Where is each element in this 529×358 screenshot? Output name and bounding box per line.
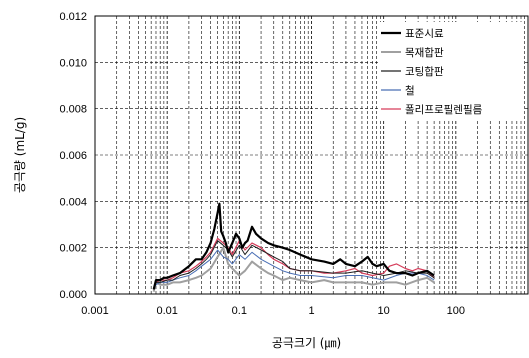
legend-label-3: 철 xyxy=(405,85,415,97)
series-line-0 xyxy=(152,202,435,290)
x-tick-label: 100 xyxy=(447,305,465,317)
legend-background xyxy=(378,22,524,119)
y-tick-label: 0.008 xyxy=(59,104,87,116)
y-axis-title: 공극량 (mL/g) xyxy=(13,117,27,193)
x-tick-label: 1 xyxy=(308,305,314,317)
legend-label-4: 폴리프로필렌필름 xyxy=(405,104,483,116)
legend-label-0: 표준시료 xyxy=(405,28,444,40)
legend-label-2: 코팅합판 xyxy=(405,66,444,78)
tick-labels: 0.000 0.002 0.004 0.006 0.008 0.010 0.012 0.001… xyxy=(59,11,465,317)
y-tick-label: 0.004 xyxy=(59,196,87,208)
y-tick-label: 0.012 xyxy=(59,11,87,23)
x-axis-title: 공극크기 (㎛) xyxy=(272,336,341,350)
y-tick-label: 0.006 xyxy=(59,150,87,162)
y-tick-label: 0.000 xyxy=(59,289,87,301)
series-line-1 xyxy=(152,246,435,292)
plot-frame xyxy=(94,15,529,295)
y-tick-label: 0.010 xyxy=(59,57,87,69)
series-line-2 xyxy=(153,240,435,290)
x-tick-label: 0.1 xyxy=(232,305,247,317)
x-tick-label: 10 xyxy=(378,305,390,317)
series-lines xyxy=(152,202,435,292)
series-line-3 xyxy=(153,249,435,290)
legend-label-1: 목재합판 xyxy=(405,47,444,59)
x-tick-label: 0.01 xyxy=(156,305,177,317)
x-tick-label: 0.001 xyxy=(81,305,109,317)
y-tick-label: 0.002 xyxy=(59,243,87,255)
